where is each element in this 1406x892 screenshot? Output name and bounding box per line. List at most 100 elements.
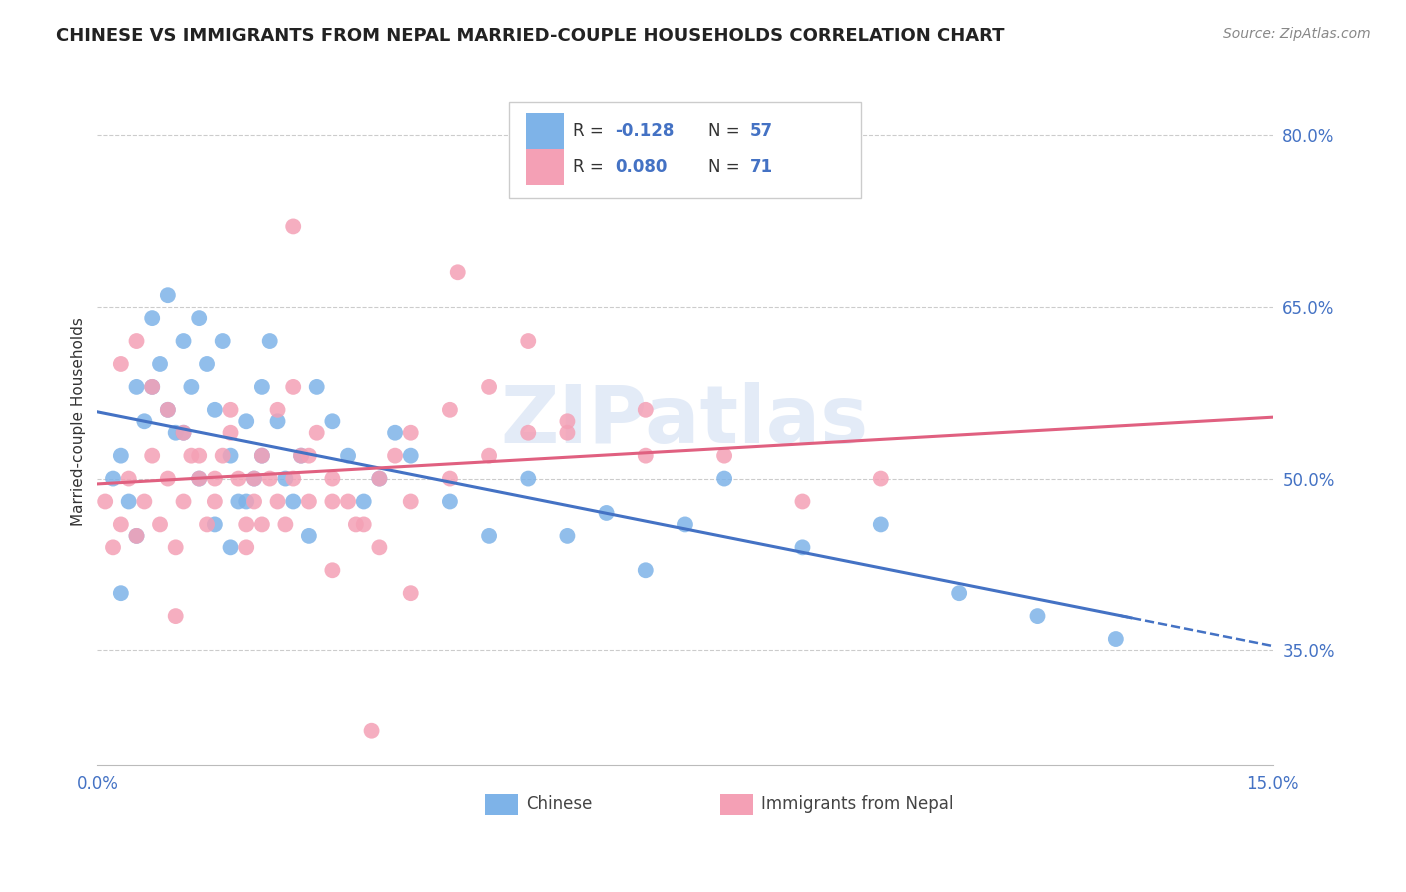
Point — [321, 472, 343, 486]
Point — [188, 311, 211, 326]
Point — [259, 472, 281, 486]
Point — [399, 586, 422, 600]
Point — [360, 723, 382, 738]
Point — [243, 494, 266, 508]
Point — [321, 494, 343, 508]
Point — [439, 472, 461, 486]
Text: Source: ZipAtlas.com: Source: ZipAtlas.com — [1223, 27, 1371, 41]
Point — [125, 529, 148, 543]
Point — [118, 494, 141, 508]
Point — [321, 563, 343, 577]
Point — [141, 380, 163, 394]
Point — [283, 219, 305, 234]
Text: CHINESE VS IMMIGRANTS FROM NEPAL MARRIED-COUPLE HOUSEHOLDS CORRELATION CHART: CHINESE VS IMMIGRANTS FROM NEPAL MARRIED… — [56, 27, 1005, 45]
Point — [517, 334, 540, 348]
Point — [134, 414, 156, 428]
Point — [141, 449, 163, 463]
Point — [266, 402, 288, 417]
Point — [149, 357, 172, 371]
Point — [478, 529, 501, 543]
Point — [290, 449, 312, 463]
Point — [180, 449, 202, 463]
Point — [101, 541, 124, 555]
Point — [266, 414, 288, 428]
Point — [368, 472, 391, 486]
Point — [337, 494, 360, 508]
Point — [173, 494, 195, 508]
Text: Immigrants from Nepal: Immigrants from Nepal — [761, 796, 953, 814]
Point — [259, 334, 281, 348]
Point — [180, 380, 202, 394]
Point — [634, 563, 657, 577]
Point — [173, 334, 195, 348]
Text: N =: N = — [709, 158, 745, 176]
Point — [557, 529, 579, 543]
Point — [110, 449, 132, 463]
Point — [219, 541, 242, 555]
Point — [368, 472, 391, 486]
Point — [337, 449, 360, 463]
Point — [1105, 632, 1128, 646]
Text: 0.080: 0.080 — [616, 158, 668, 176]
Point — [188, 449, 211, 463]
Point — [266, 494, 288, 508]
Point — [384, 449, 406, 463]
Y-axis label: Married-couple Households: Married-couple Households — [72, 317, 86, 525]
Point — [156, 288, 179, 302]
Point — [283, 494, 305, 508]
Point — [298, 529, 321, 543]
Point — [149, 517, 172, 532]
Point — [399, 449, 422, 463]
Point — [101, 472, 124, 486]
Point — [673, 517, 696, 532]
Point — [235, 414, 257, 428]
Point — [235, 541, 257, 555]
Point — [250, 380, 273, 394]
Point — [110, 586, 132, 600]
Point — [399, 494, 422, 508]
Point — [447, 265, 470, 279]
Point — [948, 586, 970, 600]
Point — [298, 449, 321, 463]
Point — [219, 402, 242, 417]
Point — [204, 472, 226, 486]
Point — [134, 494, 156, 508]
Point — [219, 425, 242, 440]
Point — [634, 449, 657, 463]
Point — [243, 472, 266, 486]
Point — [125, 380, 148, 394]
Point — [353, 517, 375, 532]
FancyBboxPatch shape — [526, 113, 564, 149]
Point — [188, 472, 211, 486]
Point — [595, 506, 617, 520]
Point — [384, 425, 406, 440]
Point — [283, 380, 305, 394]
Point — [344, 517, 367, 532]
Point — [156, 402, 179, 417]
Point — [165, 541, 187, 555]
Point — [118, 472, 141, 486]
Point — [188, 472, 211, 486]
Point — [173, 425, 195, 440]
Point — [305, 425, 328, 440]
Point — [250, 449, 273, 463]
Point — [250, 449, 273, 463]
Point — [517, 425, 540, 440]
Point — [869, 472, 891, 486]
Point — [283, 472, 305, 486]
FancyBboxPatch shape — [526, 149, 564, 185]
Point — [235, 494, 257, 508]
Point — [869, 517, 891, 532]
Point — [478, 380, 501, 394]
Point — [298, 494, 321, 508]
Point — [439, 402, 461, 417]
Bar — [720, 794, 754, 814]
Point — [125, 529, 148, 543]
Point — [274, 517, 297, 532]
Point — [243, 472, 266, 486]
Text: 57: 57 — [749, 122, 773, 140]
Point — [399, 425, 422, 440]
Point — [368, 541, 391, 555]
Point — [634, 402, 657, 417]
Point — [290, 449, 312, 463]
